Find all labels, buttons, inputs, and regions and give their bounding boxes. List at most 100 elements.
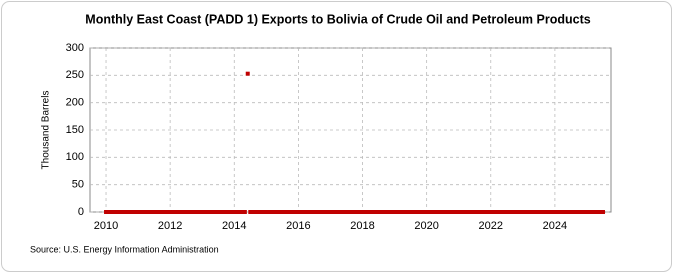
marker (120, 210, 125, 214)
marker (406, 210, 411, 214)
marker (470, 210, 475, 214)
marker (221, 210, 226, 214)
marker (245, 71, 250, 76)
marker (168, 210, 173, 214)
marker (317, 210, 322, 214)
marker (574, 210, 579, 214)
marker (274, 210, 279, 214)
marker (355, 210, 360, 214)
marker (478, 210, 483, 214)
marker (173, 210, 178, 214)
marker (390, 210, 395, 214)
marker (136, 210, 141, 214)
marker (456, 210, 461, 214)
y-tick-label: 50 (72, 179, 84, 191)
marker (248, 210, 253, 214)
marker (411, 210, 416, 214)
marker (547, 210, 552, 214)
marker (339, 210, 344, 214)
marker (253, 210, 258, 214)
marker (157, 210, 162, 214)
marker (149, 210, 154, 214)
marker (523, 210, 528, 214)
chart-title: Monthly East Coast (PADD 1) Exports to B… (85, 12, 590, 26)
x-tick-label: 2022 (479, 220, 503, 232)
marker (344, 210, 349, 214)
marker (282, 210, 287, 214)
marker (256, 210, 261, 214)
marker (234, 210, 239, 214)
marker (483, 210, 488, 214)
marker (320, 210, 325, 214)
marker (341, 210, 346, 214)
marker (208, 210, 213, 214)
marker (301, 210, 306, 214)
marker (106, 210, 111, 214)
marker (232, 210, 237, 214)
marker (430, 210, 435, 214)
marker (269, 210, 274, 214)
marker (464, 210, 469, 214)
marker (152, 210, 157, 214)
marker (336, 210, 341, 214)
marker (357, 210, 362, 214)
marker (288, 210, 293, 214)
marker (122, 210, 127, 214)
marker (266, 210, 271, 214)
marker (555, 210, 560, 214)
marker (189, 210, 194, 214)
source: Source: U.S. Energy Information Administ… (30, 244, 219, 254)
marker (210, 210, 215, 214)
marker (264, 210, 269, 214)
marker (408, 210, 413, 214)
x-tick-label: 2020 (414, 220, 438, 232)
marker (472, 210, 477, 214)
marker (352, 210, 357, 214)
marker (114, 210, 119, 214)
x-tick-label: 2016 (286, 220, 310, 232)
marker (216, 210, 221, 214)
marker (184, 210, 189, 214)
marker (272, 210, 277, 214)
marker (309, 210, 314, 214)
x-tick-label: 2018 (350, 220, 374, 232)
marker (592, 210, 597, 214)
marker (579, 210, 584, 214)
marker (451, 210, 456, 214)
x-tick-label: 2024 (543, 220, 567, 232)
marker (360, 210, 365, 214)
marker (590, 210, 595, 214)
marker (419, 210, 424, 214)
marker (365, 210, 370, 214)
marker (414, 210, 419, 214)
marker (598, 210, 603, 214)
marker (507, 210, 512, 214)
marker (144, 210, 149, 214)
marker (400, 210, 405, 214)
marker (459, 210, 464, 214)
marker (186, 210, 191, 214)
marker (568, 210, 573, 214)
marker (258, 210, 263, 214)
marker (170, 210, 175, 214)
marker (403, 210, 408, 214)
x-tick-label: 2010 (94, 220, 118, 232)
marker (432, 210, 437, 214)
marker (202, 210, 207, 214)
marker (368, 210, 373, 214)
marker (240, 210, 245, 214)
marker (496, 210, 501, 214)
marker (379, 210, 384, 214)
marker (499, 210, 504, 214)
marker (566, 210, 571, 214)
y-tick-label: 250 (66, 69, 84, 81)
marker (488, 210, 493, 214)
marker (197, 210, 202, 214)
marker (109, 210, 114, 214)
marker (363, 210, 368, 214)
marker (542, 210, 547, 214)
marker (112, 210, 117, 214)
marker (237, 210, 242, 214)
marker (539, 210, 544, 214)
